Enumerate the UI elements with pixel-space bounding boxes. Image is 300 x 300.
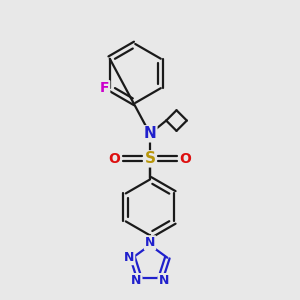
Text: O: O [179, 152, 191, 166]
Text: N: N [145, 236, 155, 249]
Text: O: O [109, 152, 121, 166]
Text: N: N [131, 274, 142, 287]
Text: N: N [124, 251, 134, 264]
Text: N: N [144, 126, 156, 141]
Text: N: N [158, 274, 169, 287]
Text: S: S [145, 151, 155, 166]
Text: F: F [100, 81, 109, 95]
